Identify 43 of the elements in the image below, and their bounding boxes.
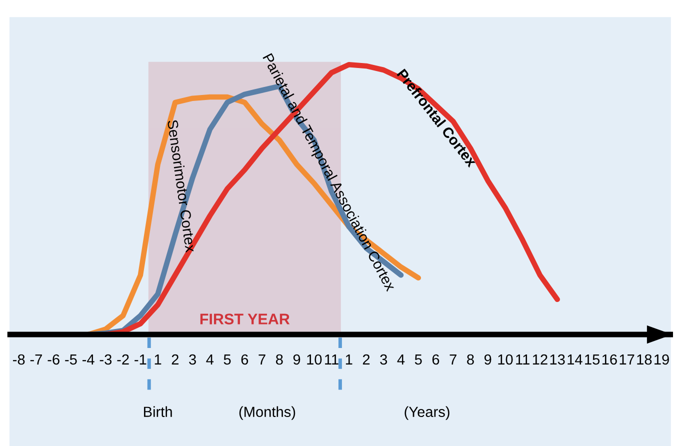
x-tick-label: -5: [65, 354, 77, 365]
x-tick-label: 10: [307, 354, 322, 365]
x-tick-label: 1: [346, 354, 352, 365]
x-tick-label: 6: [241, 354, 248, 365]
x-tick-label: 18: [637, 354, 652, 365]
x-tick-label: 8: [467, 354, 474, 365]
x-tick-label: 2: [172, 354, 178, 365]
x-tick-label: 12: [532, 354, 548, 365]
x-tick-label: 10: [498, 354, 513, 365]
x-tick-label: 15: [585, 354, 600, 365]
x-tick-label: 3: [189, 354, 196, 365]
x-tick-label: -2: [117, 354, 129, 365]
x-tick-label: 17: [620, 354, 634, 365]
x-tick-label: 6: [432, 354, 440, 365]
x-tick-label: 9: [293, 354, 300, 365]
text: Sensorimotor Cortex: [167, 120, 196, 253]
x-tick-label: 2: [362, 354, 370, 365]
x-tick-label: 7: [258, 354, 266, 365]
x-tick-label: 19: [654, 354, 669, 365]
x-tick-label: 11: [325, 354, 338, 365]
x-tick-label: 8: [276, 354, 283, 365]
x-tick-label: -4: [82, 354, 94, 365]
text: (Years): [404, 406, 450, 420]
x-tick-label: 16: [602, 354, 617, 365]
x-tick-label: 4: [206, 354, 214, 365]
text: Birth: [144, 406, 172, 417]
x-tick-label: 13: [550, 354, 565, 365]
x-tick-label: 9: [484, 354, 492, 365]
x-tick-label: 14: [568, 354, 582, 365]
text: (Months): [239, 406, 296, 420]
x-tick-label: -7: [30, 354, 42, 365]
band-label: FIRST YEAR: [200, 314, 290, 324]
x-tick-label: 11: [516, 354, 530, 365]
x-tick-label: -3: [100, 354, 112, 365]
x-tick-label: 3: [380, 354, 388, 365]
x-tick-label: 7: [450, 354, 456, 365]
x-tick-label: -8: [13, 354, 25, 365]
x-tick-label: -6: [48, 354, 60, 365]
x-tick-label: 4: [397, 354, 405, 365]
x-tick-label: -1: [134, 354, 146, 365]
x-tick-label: 5: [414, 354, 422, 365]
x-tick-label: 1: [154, 354, 162, 365]
x-tick-label: 5: [224, 354, 231, 365]
